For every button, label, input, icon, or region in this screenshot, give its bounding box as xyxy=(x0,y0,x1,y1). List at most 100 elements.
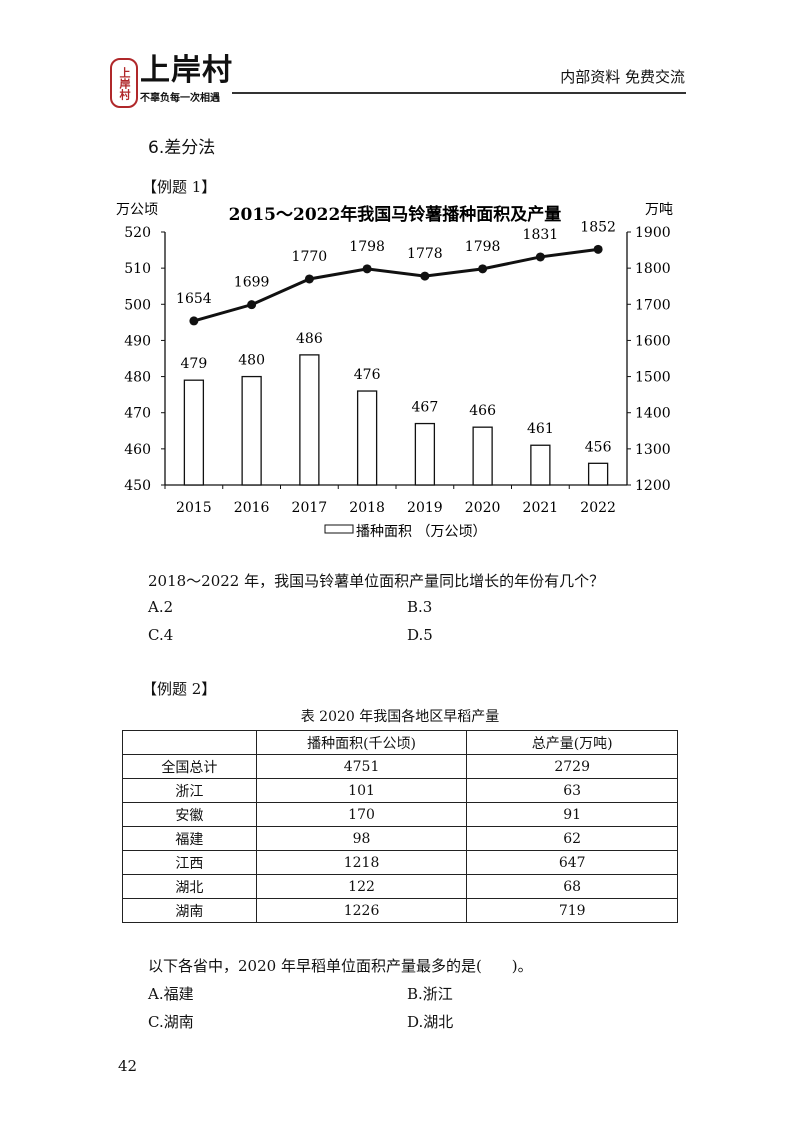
table-cell: 江西 xyxy=(122,850,257,875)
legend-swatch xyxy=(324,524,354,534)
right-tick-label: 1200 xyxy=(635,478,671,494)
bar xyxy=(356,390,378,486)
section-title: 6.差分法 xyxy=(148,138,216,158)
left-tick-label: 480 xyxy=(124,370,151,386)
x-tick-label: 2019 xyxy=(407,500,443,516)
question-1: 2018～2022 年，我国马铃薯单位面积产量同比增长的年份有几个？ xyxy=(148,572,605,590)
bar-label: 456 xyxy=(585,439,612,455)
x-tick-label: 2017 xyxy=(292,500,328,516)
example-1-label: 【例题 1】 xyxy=(142,178,217,196)
table-cell: 4751 xyxy=(255,754,468,779)
header-note: 内部资料 免费交流 xyxy=(560,68,685,86)
left-tick-label: 450 xyxy=(124,478,151,494)
table-cell: 647 xyxy=(466,850,678,875)
right-tick-label: 1900 xyxy=(635,225,671,241)
table-cell: 101 xyxy=(255,778,468,803)
table-cell: 63 xyxy=(466,778,678,803)
bar-label: 476 xyxy=(354,367,381,383)
table-row: 湖北 122 68 xyxy=(122,874,678,899)
header-cell xyxy=(122,730,257,755)
table-cell: 719 xyxy=(466,898,678,923)
bar-label: 479 xyxy=(181,356,208,372)
table-cell: 全国总计 xyxy=(122,754,257,779)
table-row: 安徽 170 91 xyxy=(122,802,678,827)
table-cell: 1218 xyxy=(255,850,468,875)
right-tick-label: 1800 xyxy=(635,261,671,277)
line-point xyxy=(593,244,603,254)
bar xyxy=(587,462,609,486)
table-row: 浙江 101 63 xyxy=(122,778,678,803)
bar xyxy=(530,444,551,486)
bar xyxy=(299,354,320,486)
point-label: 1654 xyxy=(176,291,212,307)
table-cell: 68 xyxy=(466,874,678,899)
bar xyxy=(241,375,262,486)
question-2: 以下各省中，2020 年早稻单位面积产量最多的是( )。 xyxy=(148,957,533,975)
line-point xyxy=(535,252,545,262)
bar-label: 486 xyxy=(296,331,323,347)
table-row: 江西 1218 647 xyxy=(122,850,678,875)
point-label: 1699 xyxy=(234,275,270,291)
right-tick-label: 1500 xyxy=(635,370,671,386)
table-title: 表 2020 年我国各地区早稻产量 xyxy=(300,709,500,725)
bar xyxy=(183,379,205,486)
table-cell: 98 xyxy=(255,826,468,851)
x-tick-label: 2016 xyxy=(234,500,270,516)
line-point xyxy=(189,316,199,326)
x-tick-label: 2020 xyxy=(465,500,501,516)
bar-label: 480 xyxy=(238,353,265,369)
table-cell: 170 xyxy=(255,802,468,827)
point-label: 1831 xyxy=(523,227,559,243)
line-point xyxy=(304,274,314,284)
logo-text: 上岸村 xyxy=(140,53,233,88)
left-tick-label: 500 xyxy=(124,297,151,313)
table-cell: 安徽 xyxy=(122,802,257,827)
table-cell: 湖南 xyxy=(122,898,257,923)
option: B.浙江 xyxy=(407,985,453,1003)
option: B.3 xyxy=(407,598,433,616)
left-tick-label: 460 xyxy=(124,442,151,458)
left-tick-label: 520 xyxy=(124,225,151,241)
bar xyxy=(472,426,493,486)
x-tick-label: 2018 xyxy=(349,500,385,516)
point-label: 1852 xyxy=(580,219,616,235)
right-tick-label: 1700 xyxy=(635,297,671,313)
logo-seal: 上岸村 xyxy=(110,58,138,108)
header-cell: 总产量(万吨) xyxy=(466,730,678,755)
bar-label: 461 xyxy=(527,421,554,437)
logo-slogan: 不辜负每一次相遇 xyxy=(140,93,220,104)
example-2-label: 【例题 2】 xyxy=(142,680,217,698)
page-number: 42 xyxy=(118,1057,138,1075)
left-tick-label: 470 xyxy=(124,406,151,422)
left-axis-unit: 万公顷 xyxy=(116,202,158,218)
option: C.4 xyxy=(148,626,174,644)
point-label: 1770 xyxy=(292,249,328,265)
x-tick-label: 2022 xyxy=(580,500,616,516)
point-label: 1798 xyxy=(465,239,501,255)
table-row: 湖南 1226 719 xyxy=(122,898,678,923)
option: D.湖北 xyxy=(407,1013,454,1031)
table-row: 全国总计 4751 2729 xyxy=(122,754,678,779)
chart-title: 2015～2022年我国马铃薯播种面积及产量 xyxy=(229,204,562,225)
option: A.2 xyxy=(148,598,174,616)
right-tick-label: 1600 xyxy=(635,333,671,349)
chart: 2015～2022年我国马铃薯播种面积及产量 万公顷 万吨 450 460 470 480 4… xyxy=(116,202,673,540)
table-cell: 122 xyxy=(255,874,468,899)
left-tick-label: 510 xyxy=(124,261,151,277)
option: D.5 xyxy=(407,626,433,644)
line-point xyxy=(420,271,430,281)
bar-label: 466 xyxy=(469,403,496,419)
data-table: 播种面积(千公顷) 总产量(万吨) 全国总计 4751 2729 浙江 101 63 安徽 1… xyxy=(122,730,678,923)
x-tick-label: 2015 xyxy=(176,500,212,516)
table-cell: 浙江 xyxy=(122,778,257,803)
production-line xyxy=(193,247,599,323)
option: C.湖南 xyxy=(148,1013,194,1031)
table-row: 福建 98 62 xyxy=(122,826,678,851)
point-label: 1778 xyxy=(407,246,443,262)
line-point xyxy=(247,300,257,310)
bar xyxy=(414,422,436,486)
x-tick-label: 2021 xyxy=(523,500,559,516)
table-cell: 62 xyxy=(466,826,678,851)
right-axis-unit: 万吨 xyxy=(645,202,673,218)
